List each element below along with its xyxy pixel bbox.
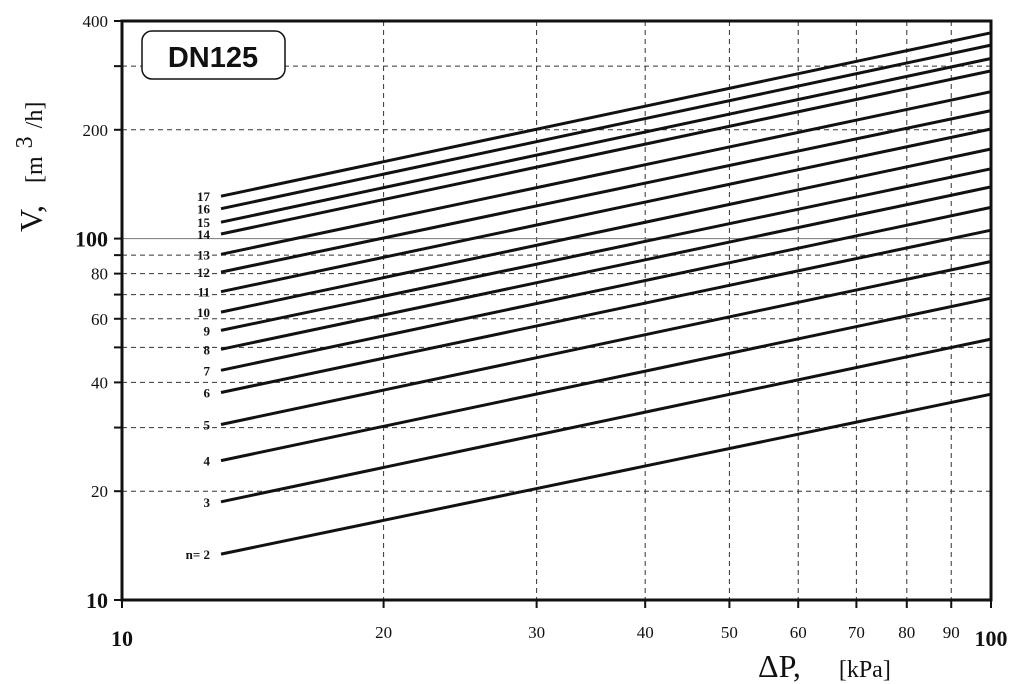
series-line xyxy=(220,228,992,394)
y-tick-label: 10 xyxy=(86,588,108,613)
series-label: 15 xyxy=(197,215,211,230)
x-tick-label: 50 xyxy=(721,623,738,642)
series-line xyxy=(220,57,992,224)
series-label: 8 xyxy=(204,342,211,357)
x-tick-label: 10 xyxy=(111,626,133,651)
series-line xyxy=(220,167,992,332)
series-line xyxy=(220,296,992,463)
series-label: 11 xyxy=(198,285,210,300)
series-line xyxy=(220,69,992,236)
series-line xyxy=(220,205,992,372)
x-tick-label: 40 xyxy=(637,623,654,642)
series-label: 12 xyxy=(197,265,210,280)
y-tick-label: 60 xyxy=(91,310,108,329)
series-line xyxy=(220,90,992,256)
grid-lines xyxy=(114,20,992,608)
series-label: 4 xyxy=(204,454,211,469)
series-label: n= 2 xyxy=(186,547,210,562)
y-axis-unit-pre: [m xyxy=(22,156,48,183)
series-label: 14 xyxy=(197,227,211,242)
series-line xyxy=(220,260,992,426)
y-tick-label: 100 xyxy=(75,227,108,252)
y-axis-symbol: V, xyxy=(13,205,49,232)
x-tick-label: 80 xyxy=(898,623,915,642)
x-tick-label: 20 xyxy=(375,623,392,642)
series-line xyxy=(220,31,992,198)
y-axis-title: V, [m 3 /h] xyxy=(3,102,49,232)
x-axis-unit: [kPa] xyxy=(839,657,891,683)
series-label: 13 xyxy=(197,247,211,262)
series-line xyxy=(220,43,992,211)
x-tick-label: 70 xyxy=(848,623,865,642)
y-axis-unit-post: /h] xyxy=(22,102,48,129)
x-tick-label: 60 xyxy=(790,623,807,642)
y-tick-label: 200 xyxy=(83,121,109,140)
plot-frame xyxy=(120,19,993,602)
series-line xyxy=(220,147,992,314)
x-tick-label: 30 xyxy=(528,623,545,642)
series-label: 10 xyxy=(197,305,210,320)
title-badge: DN125 xyxy=(141,30,286,80)
series-lines xyxy=(220,31,992,556)
series-label: 3 xyxy=(204,495,211,510)
series-line xyxy=(220,185,992,351)
x-axis-symbol: ΔP, xyxy=(758,648,801,684)
x-tick-label: 100 xyxy=(975,626,1008,651)
series-line xyxy=(220,337,992,504)
y-tick-label: 400 xyxy=(83,12,109,31)
series-label: 6 xyxy=(204,386,211,401)
series-line xyxy=(220,109,992,274)
y-tick-label: 80 xyxy=(91,265,108,284)
tick-labels: 10 20 30 40 50 60 70 80 90 100 10 20 40 60 80 100 200 400 xyxy=(75,12,1008,651)
series-label: 7 xyxy=(204,363,211,378)
title-badge-box xyxy=(141,30,286,80)
y-axis-unit-sup: 3 xyxy=(12,136,38,148)
x-tick-label: 90 xyxy=(943,623,960,642)
series-label: 5 xyxy=(204,417,211,432)
series-label: 17 xyxy=(197,189,211,204)
x-axis-title: ΔP, [kPa] xyxy=(758,648,891,684)
chart-title: DN125 xyxy=(168,42,258,74)
series-label: 9 xyxy=(204,323,211,338)
series-line xyxy=(220,392,992,556)
series-label: 16 xyxy=(197,202,211,217)
y-tick-label: 20 xyxy=(91,482,108,501)
y-tick-label: 40 xyxy=(91,373,108,392)
series-line xyxy=(220,127,992,294)
